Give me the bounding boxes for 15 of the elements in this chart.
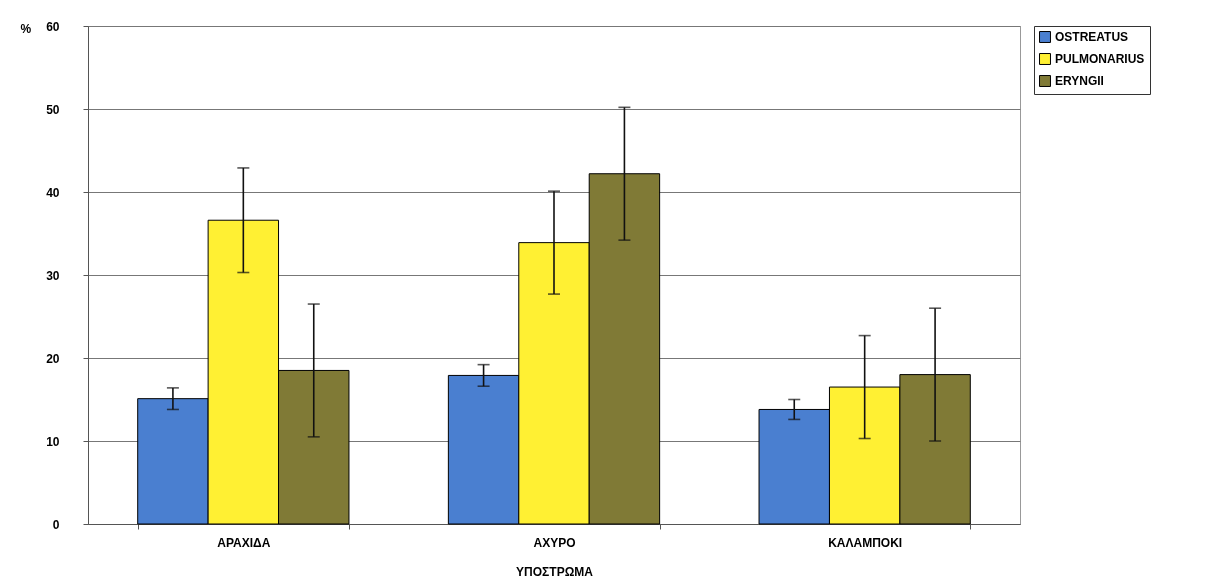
x-tick-label: ΑΡΑΧΙΔΑ [217,535,271,550]
y-tick-label: 50 [46,102,60,117]
legend-label: OSTREATUS [1055,30,1129,44]
x-tick-label: ΚΑΛΑΜΠΟΚΙ [828,535,903,550]
legend-label: ERYNGII [1055,74,1104,88]
y-tick-label: 40 [46,185,60,200]
y-tick-label: 0 [52,517,60,532]
legend-label: PULMONARIUS [1055,52,1145,66]
x-axis-title: ΥΠΟΣΤΡΩΜΑ [516,564,594,579]
y-tick-label: 30 [46,268,60,283]
y-tick-label: 20 [46,351,60,366]
x-tick-label: ΑΧΥΡΟ [533,535,576,550]
y-tick-label: 10 [46,434,60,449]
y-axis-title: % [20,21,32,36]
y-tick-label: 60 [46,19,60,34]
